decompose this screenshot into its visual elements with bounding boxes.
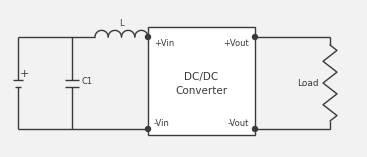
Text: +Vin: +Vin: [154, 38, 174, 48]
Circle shape: [145, 127, 150, 132]
Bar: [148, 27, 255, 135]
Text: +Vout: +Vout: [223, 38, 249, 48]
Text: +: +: [19, 69, 29, 79]
Text: DC/DC: DC/DC: [184, 72, 219, 82]
Text: C1: C1: [82, 78, 93, 87]
Circle shape: [252, 127, 258, 132]
Circle shape: [145, 35, 150, 40]
Text: L: L: [119, 19, 124, 28]
Text: Load: Load: [297, 78, 319, 87]
Text: -Vin: -Vin: [154, 119, 170, 127]
Text: Converter: Converter: [175, 86, 228, 96]
Circle shape: [252, 35, 258, 40]
Text: -Vout: -Vout: [228, 119, 249, 127]
